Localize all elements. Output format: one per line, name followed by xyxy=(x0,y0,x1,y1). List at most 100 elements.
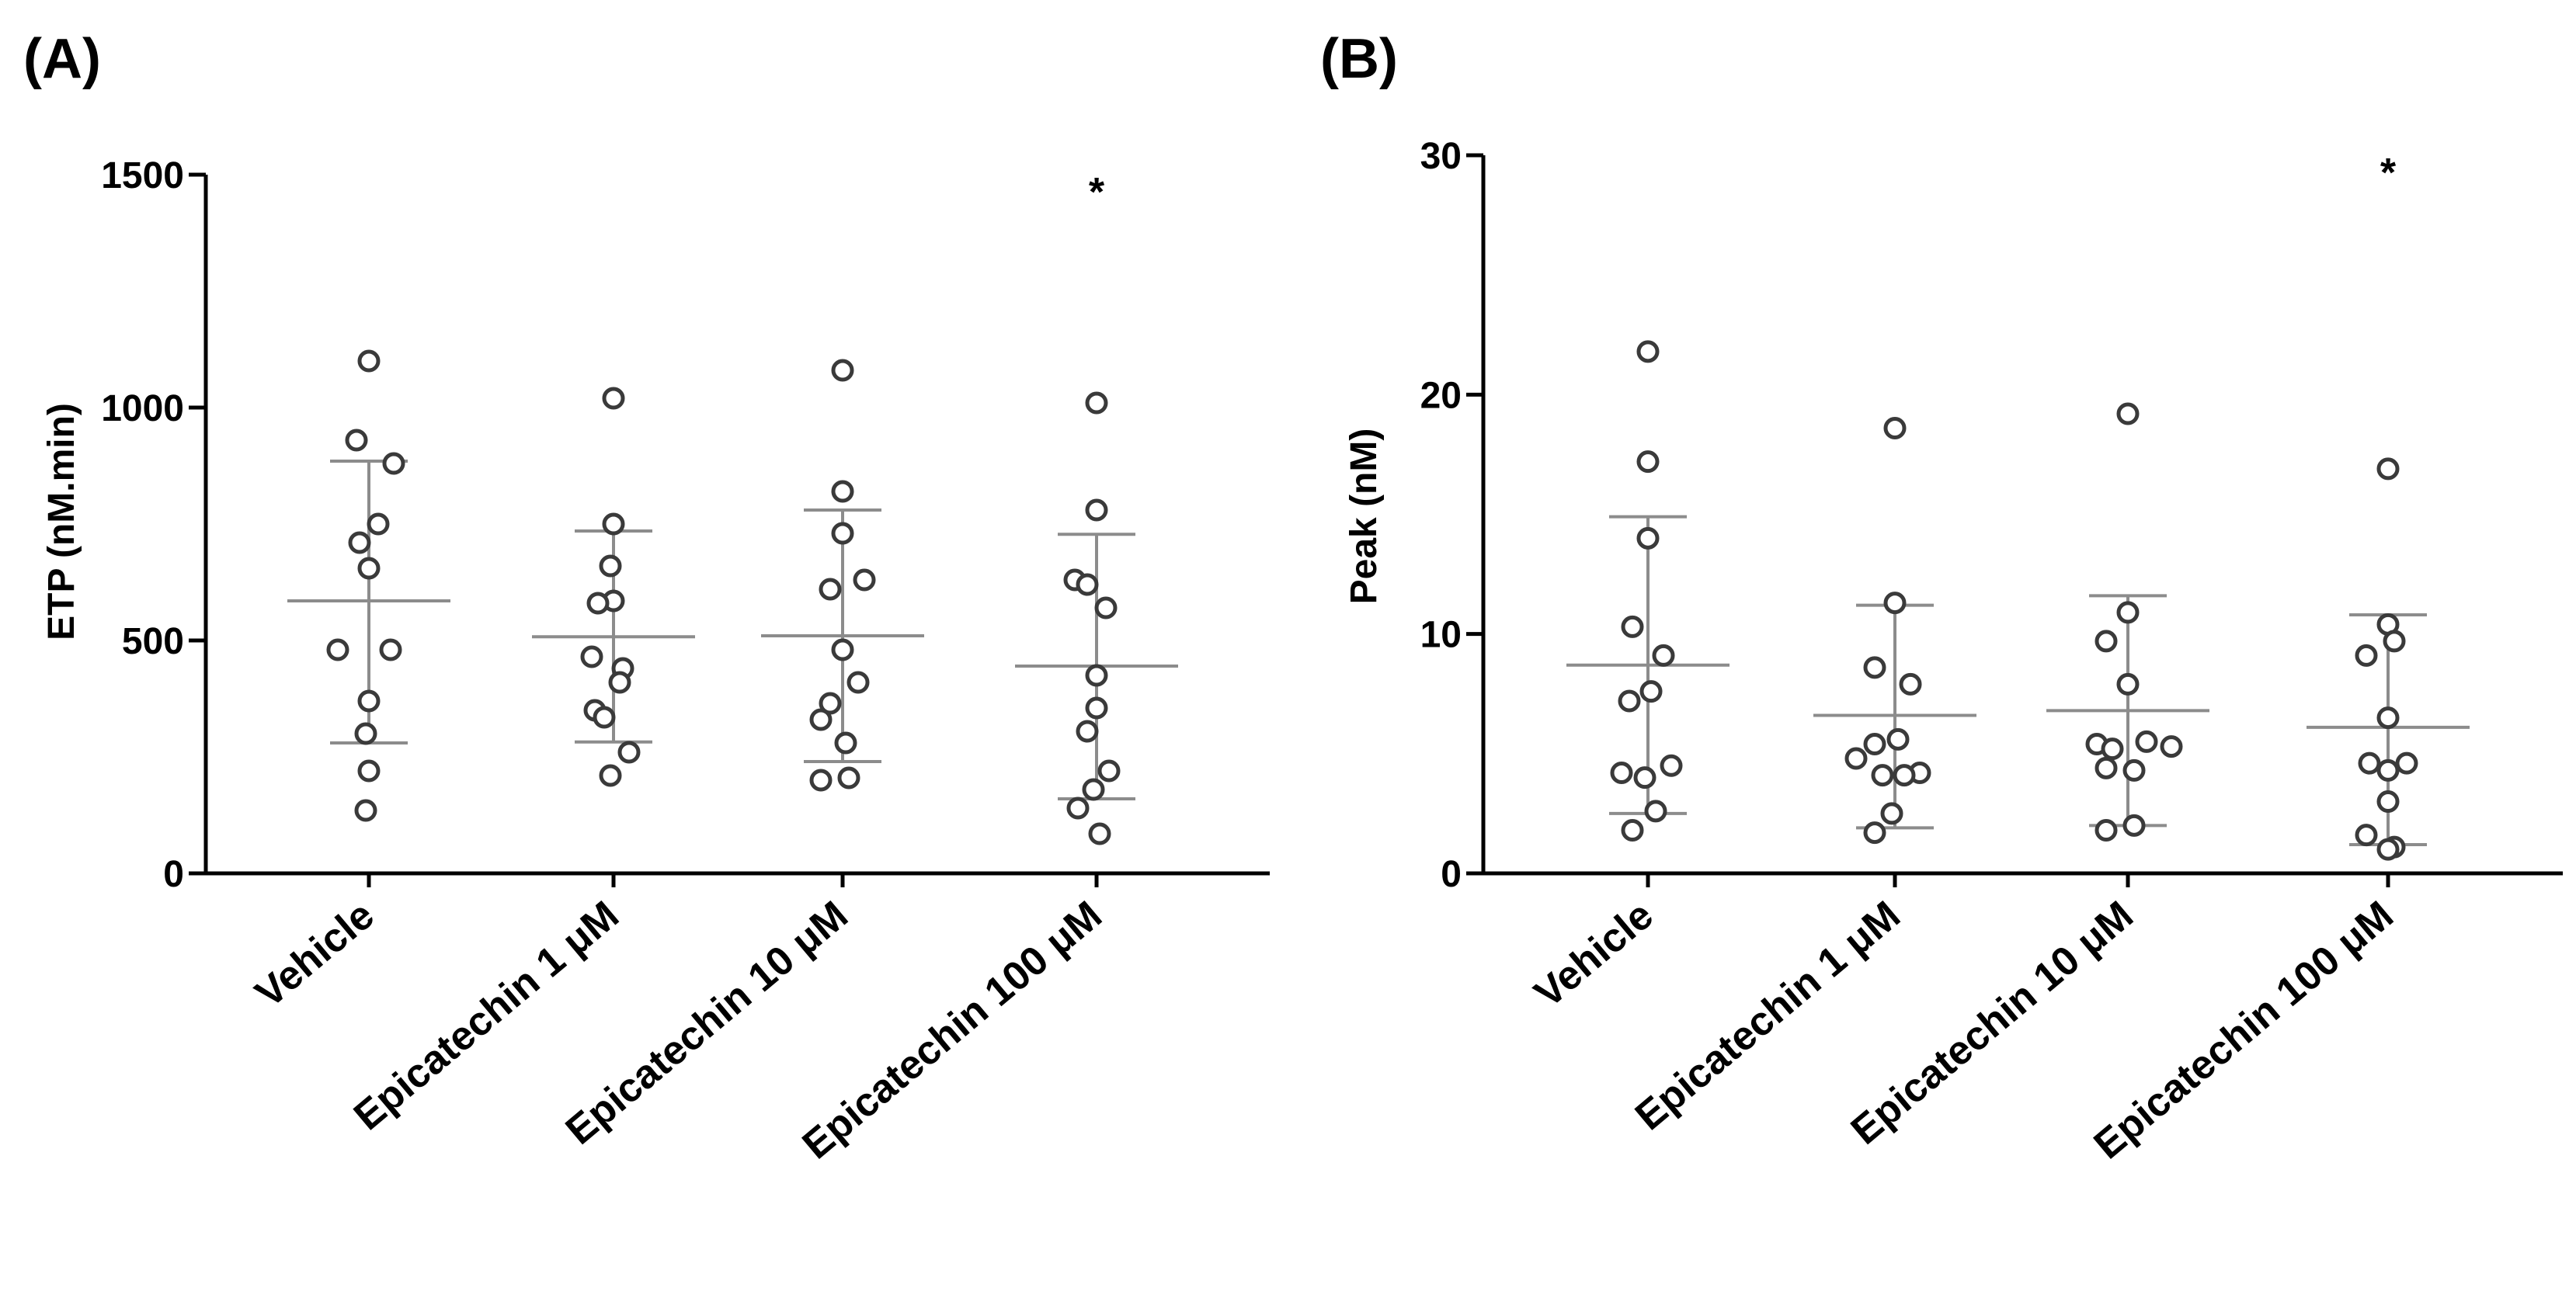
data-point xyxy=(1883,417,1907,439)
data-point xyxy=(1893,764,1916,787)
data-point xyxy=(2376,790,2400,813)
significance-asterisk: * xyxy=(2380,151,2397,196)
data-point xyxy=(819,578,842,601)
data-point xyxy=(599,764,622,787)
y-tick-label: 30 xyxy=(1420,136,1462,177)
data-point xyxy=(1863,821,1886,845)
data-point xyxy=(593,706,616,729)
data-point xyxy=(357,557,381,580)
data-point xyxy=(2358,751,2381,775)
panel-a-data-marks xyxy=(287,349,1178,845)
y-tick-label: 1000 xyxy=(101,388,184,429)
data-point xyxy=(2376,706,2400,730)
y-tick-label: 20 xyxy=(1420,375,1462,416)
data-point xyxy=(354,799,377,822)
y-tick-label: 500 xyxy=(122,621,184,662)
data-point xyxy=(1639,680,1663,703)
y-tick-label: 0 xyxy=(163,854,184,895)
y-tick-label: 10 xyxy=(1420,615,1462,656)
data-point xyxy=(831,359,854,382)
panel-a-y-ticks: 0 500 1000 1500 xyxy=(101,155,206,895)
data-point xyxy=(367,512,390,536)
data-point xyxy=(846,671,870,694)
data-point xyxy=(602,387,625,410)
data-point xyxy=(1633,766,1656,790)
data-point xyxy=(1610,762,1633,784)
data-point xyxy=(382,452,405,475)
data-point xyxy=(831,522,854,545)
data-point xyxy=(617,741,641,764)
category-group xyxy=(532,387,695,787)
data-point xyxy=(1085,391,1108,415)
panel-b-data-marks xyxy=(1566,340,2470,861)
data-point xyxy=(1636,450,1660,474)
data-point xyxy=(1636,526,1660,550)
data-point xyxy=(2101,738,2124,761)
category-label: Vehicle xyxy=(1526,893,1662,1017)
data-point xyxy=(1621,615,1644,638)
data-point xyxy=(2395,751,2418,775)
significance-asterisk: * xyxy=(1089,170,1105,215)
data-point xyxy=(2135,730,2158,753)
data-point xyxy=(1883,592,1907,615)
y-tick-label: 1500 xyxy=(101,155,184,196)
panel-a-chart: (A) ETP (nM.min) 0 500 1000 1500 VehicleEpi… xyxy=(23,28,1270,1168)
category-group xyxy=(2307,457,2470,861)
data-point xyxy=(608,671,631,694)
data-point xyxy=(1863,733,1886,755)
data-point xyxy=(2095,756,2118,779)
data-point xyxy=(1844,747,1868,770)
data-point xyxy=(1618,689,1641,713)
panel-a-axes xyxy=(203,175,1270,876)
data-point xyxy=(326,638,349,661)
data-point xyxy=(348,531,371,554)
data-point xyxy=(1880,802,1903,825)
data-point xyxy=(1863,656,1886,679)
data-point xyxy=(345,429,368,452)
data-point xyxy=(599,554,622,578)
panel-a-label: (A) xyxy=(23,28,101,90)
panel-b-annotations: * xyxy=(2380,151,2397,196)
category-group xyxy=(1813,417,1976,845)
data-point xyxy=(2376,838,2400,861)
category-group xyxy=(2046,402,2209,842)
category-label: Vehicle xyxy=(247,893,383,1017)
data-point xyxy=(1871,764,1894,787)
data-point xyxy=(1644,800,1667,823)
data-point xyxy=(1085,664,1108,687)
category-group xyxy=(761,359,924,792)
data-point xyxy=(831,638,854,661)
data-point xyxy=(1097,759,1121,783)
data-point xyxy=(1652,644,1675,667)
panel-b-axes xyxy=(1481,155,2563,876)
panel-b-y-ticks: 0 10 20 30 xyxy=(1420,136,1483,895)
data-point xyxy=(834,731,857,755)
data-point xyxy=(2376,457,2400,481)
data-point xyxy=(580,645,603,668)
data-point xyxy=(1899,672,1922,696)
data-point xyxy=(1094,596,1118,620)
data-point xyxy=(357,349,381,373)
data-point xyxy=(357,759,381,783)
data-point xyxy=(2095,819,2118,842)
data-point xyxy=(586,592,610,615)
panel-b-label: (B) xyxy=(1320,28,1398,90)
data-point xyxy=(2383,630,2406,653)
data-point xyxy=(1886,727,1910,751)
data-point xyxy=(2355,644,2378,667)
panel-a-annotations: * xyxy=(1089,170,1105,215)
data-point xyxy=(2116,601,2140,624)
data-point xyxy=(819,692,842,715)
data-point xyxy=(357,689,381,713)
data-point xyxy=(837,766,860,790)
data-point xyxy=(2376,758,2400,782)
data-point xyxy=(354,722,377,745)
data-point xyxy=(1076,573,1099,596)
category-group xyxy=(1015,391,1178,845)
data-point xyxy=(1085,498,1108,522)
data-point xyxy=(2116,672,2140,696)
data-point xyxy=(2355,824,2378,847)
data-point xyxy=(1076,720,1099,743)
